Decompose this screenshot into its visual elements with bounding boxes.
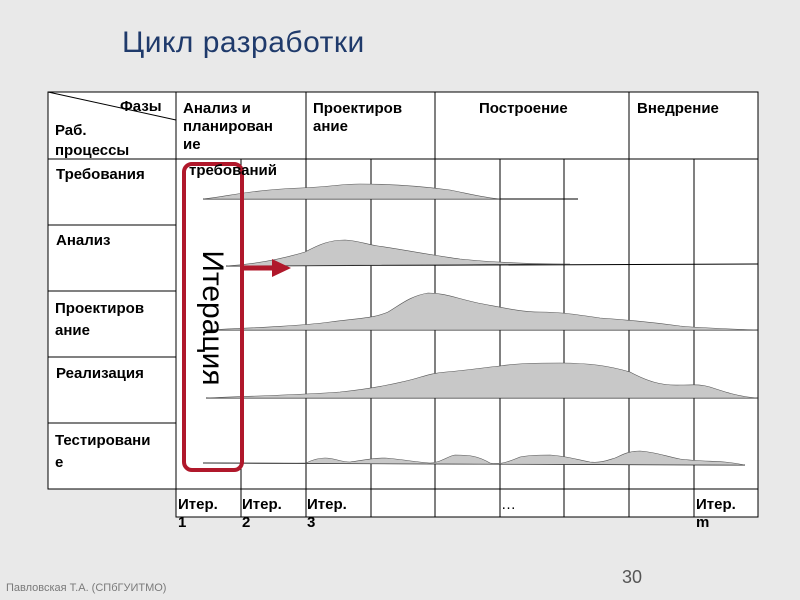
- table-frame: [47, 91, 759, 490]
- page-number: 30: [622, 567, 643, 587]
- process-testing: Тестировани е: [55, 432, 151, 471]
- partial-requirements-text: требований: [189, 162, 277, 179]
- iteration-highlight-box: [182, 162, 244, 472]
- phase-header-construction: Построение: [479, 100, 568, 117]
- curve-analysis: [225, 239, 571, 267]
- curve-testing: [202, 450, 746, 466]
- curve-implementation: [205, 362, 759, 399]
- process-requirements: Требования: [56, 166, 145, 183]
- slide-title: Цикл разработки: [122, 26, 365, 59]
- iteration-3: Итер. 3: [307, 496, 347, 531]
- phase-header-deployment: Внедрение: [637, 100, 719, 117]
- iteration-m: Итер. m: [696, 496, 736, 531]
- process-analysis: Анализ: [56, 232, 111, 249]
- iteration-ellipsis: …: [501, 496, 516, 513]
- curve-design: [205, 292, 759, 331]
- iteration-1: Итер. 1: [178, 496, 218, 531]
- curve-requirements: [202, 183, 501, 200]
- phase-header-design: Проектиров ание: [313, 100, 403, 135]
- activity-curves: [202, 183, 759, 466]
- phase-header-analysis-planning: Анализ и планирован ие: [183, 100, 273, 153]
- header-diagonal: [47, 91, 177, 121]
- footer-author: Павловская Т.А. (СПбГУИТМО): [6, 582, 167, 594]
- iteration-2: Итер. 2: [242, 496, 282, 531]
- iteration-arrow: [243, 259, 291, 277]
- iteration-box-label: Итерация: [196, 250, 229, 386]
- header-processes-label: Раб. процессы: [55, 122, 130, 159]
- process-design: Проектиров ание: [55, 300, 145, 339]
- header-phases-label: Фазы: [120, 98, 162, 115]
- process-implementation: Реализация: [56, 365, 144, 382]
- iteration-row-frame: [175, 488, 759, 518]
